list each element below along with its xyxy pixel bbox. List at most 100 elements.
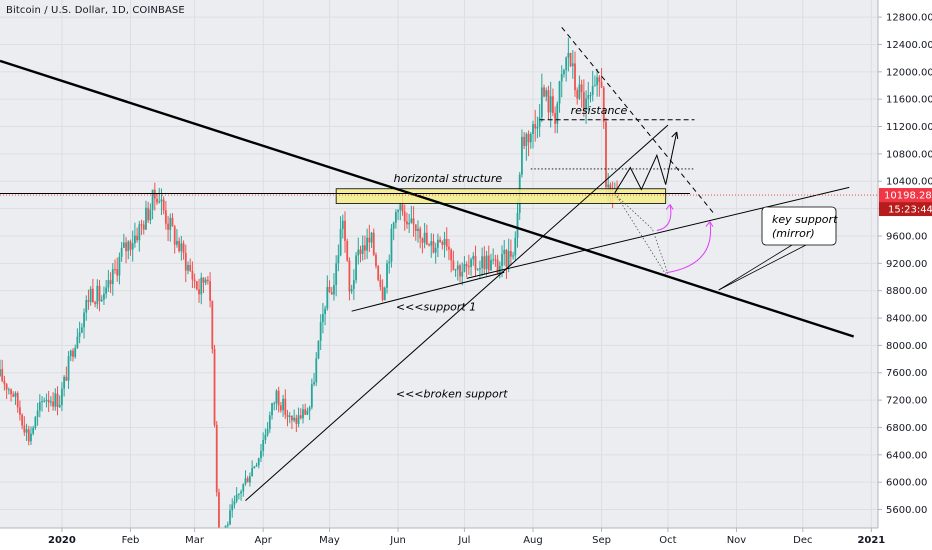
candle-body (111, 269, 114, 285)
candle (448, 238, 450, 261)
candle-body (326, 286, 329, 309)
candle-body (138, 224, 141, 241)
candle-body (67, 356, 70, 381)
candle (434, 242, 437, 264)
candle-body (306, 410, 309, 415)
candle (516, 199, 519, 248)
candle-body (386, 263, 388, 288)
candle-body (330, 292, 333, 295)
candle-body (589, 94, 592, 96)
candle-body (284, 398, 287, 415)
candle (357, 237, 360, 265)
zigzag-arrowhead (671, 131, 679, 140)
candle-body (394, 211, 397, 223)
candle (485, 250, 488, 276)
candle-body (189, 264, 192, 271)
candle-body (237, 493, 240, 495)
candle (262, 432, 265, 457)
candle-body (474, 255, 477, 270)
price-tick-label: 8800.00 (886, 286, 927, 297)
candle (134, 222, 136, 248)
bounce-arrow-1-head (665, 204, 674, 210)
candle (171, 213, 174, 227)
candle-body (419, 228, 422, 239)
candle (253, 466, 256, 469)
candle-body (594, 85, 596, 87)
candle-body (456, 265, 459, 270)
candle (279, 401, 282, 413)
candle (167, 215, 169, 242)
candle (85, 295, 88, 321)
candle (467, 254, 470, 275)
candle-body (366, 237, 369, 251)
candle (193, 273, 196, 289)
candle (109, 272, 112, 294)
candle-body (536, 126, 539, 129)
candle (65, 366, 68, 381)
candle (251, 460, 254, 477)
candle-body (585, 98, 587, 110)
candle-body (218, 492, 220, 550)
candle (100, 295, 103, 302)
candle (231, 498, 234, 518)
candle (162, 196, 165, 215)
candle (14, 391, 17, 405)
candle-body (492, 259, 495, 261)
candle (169, 213, 172, 242)
candle-body (131, 243, 134, 250)
candle-body (379, 279, 382, 287)
candle-body (377, 266, 380, 280)
candle (397, 209, 399, 221)
candle-body (96, 285, 99, 305)
candle (297, 407, 300, 428)
candle (417, 220, 419, 243)
candle-body (547, 90, 550, 113)
candle-body (421, 238, 424, 243)
candle-body (140, 224, 143, 226)
price-tick-label: 9200.00 (886, 259, 927, 270)
candle-body (167, 223, 169, 230)
candle-body (145, 207, 147, 230)
candle-body (87, 300, 90, 302)
candle-body (463, 264, 466, 272)
grid-lines (0, 0, 878, 528)
candle (379, 274, 382, 291)
candle-body (417, 228, 419, 232)
candle (80, 323, 83, 334)
candle (554, 106, 557, 134)
candle (260, 443, 262, 462)
candle-body (602, 87, 605, 122)
candle (406, 212, 408, 229)
candle-body (43, 400, 46, 402)
candle (538, 104, 541, 137)
drawings: horizontal structure resistance <<<support… (0, 27, 855, 502)
candle (23, 416, 26, 436)
candle-body (470, 259, 472, 267)
candle (465, 261, 468, 278)
candle (149, 203, 152, 225)
candle-body (229, 510, 231, 525)
candle (521, 129, 523, 178)
candle (302, 404, 304, 424)
candle-body (169, 217, 172, 230)
candle (32, 425, 35, 436)
candle (147, 201, 150, 224)
candle-body (346, 240, 349, 261)
callout-pointer-2 (718, 244, 807, 291)
candle (116, 257, 119, 282)
candle (388, 254, 391, 274)
candle (200, 272, 203, 305)
candle (299, 408, 302, 420)
candle-body (299, 415, 302, 419)
candle-body (52, 401, 54, 407)
candle (131, 230, 134, 262)
candle (571, 49, 574, 79)
candle (176, 229, 178, 248)
candle-body (122, 242, 125, 248)
candle (392, 221, 395, 241)
candle (452, 250, 455, 271)
candle-body (521, 136, 523, 175)
candle-body (494, 259, 497, 261)
candle (246, 475, 249, 483)
